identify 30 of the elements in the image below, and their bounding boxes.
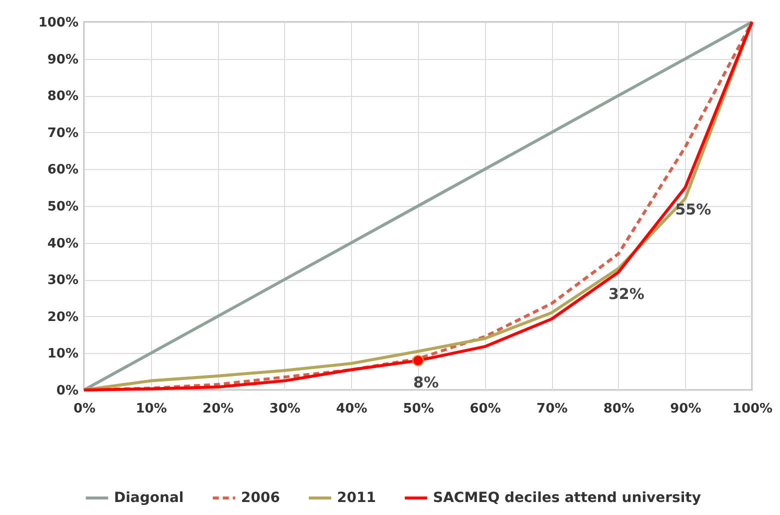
y-tick-label: 20% — [47, 310, 78, 325]
y-tick-label: 10% — [47, 346, 78, 362]
y-tick-label: 0% — [56, 384, 78, 398]
legend-label: Diagonal — [114, 490, 184, 506]
annotation: 55% — [675, 200, 712, 219]
y-tick-label: 30% — [47, 273, 78, 288]
y-tick-label: 80% — [47, 89, 78, 104]
annotation: 32% — [608, 285, 644, 304]
x-tick-label: 30% — [269, 402, 300, 416]
y-tick-label: 40% — [47, 236, 78, 252]
line-series — [82, 20, 754, 392]
y-tick-label: 90% — [47, 52, 78, 68]
annotation: 8% — [413, 374, 439, 392]
x-tick-label: 50% — [402, 402, 434, 416]
x-tick-label: 20% — [202, 402, 234, 416]
x-tick-label: 40% — [336, 402, 368, 416]
x-tick-label: 90% — [670, 402, 702, 416]
x-tick-label: 0% — [73, 402, 96, 416]
x-tick-label: 80% — [603, 402, 634, 416]
y-tick-label: 60% — [47, 162, 78, 178]
x-tick-label: 10% — [136, 402, 167, 416]
y-tick-label: 70% — [47, 126, 78, 141]
x-tick-label: 100% — [732, 402, 773, 416]
x-tick-label: 70% — [536, 402, 568, 416]
x-tick-label: 60% — [470, 402, 501, 416]
y-tick-label: 100% — [38, 16, 78, 30]
legend-label: 2011 — [337, 490, 376, 506]
legend-label: SACMEQ deciles attend university — [433, 490, 701, 506]
y-tick-label: 50% — [47, 200, 78, 214]
legend-label: 2006 — [241, 490, 280, 506]
